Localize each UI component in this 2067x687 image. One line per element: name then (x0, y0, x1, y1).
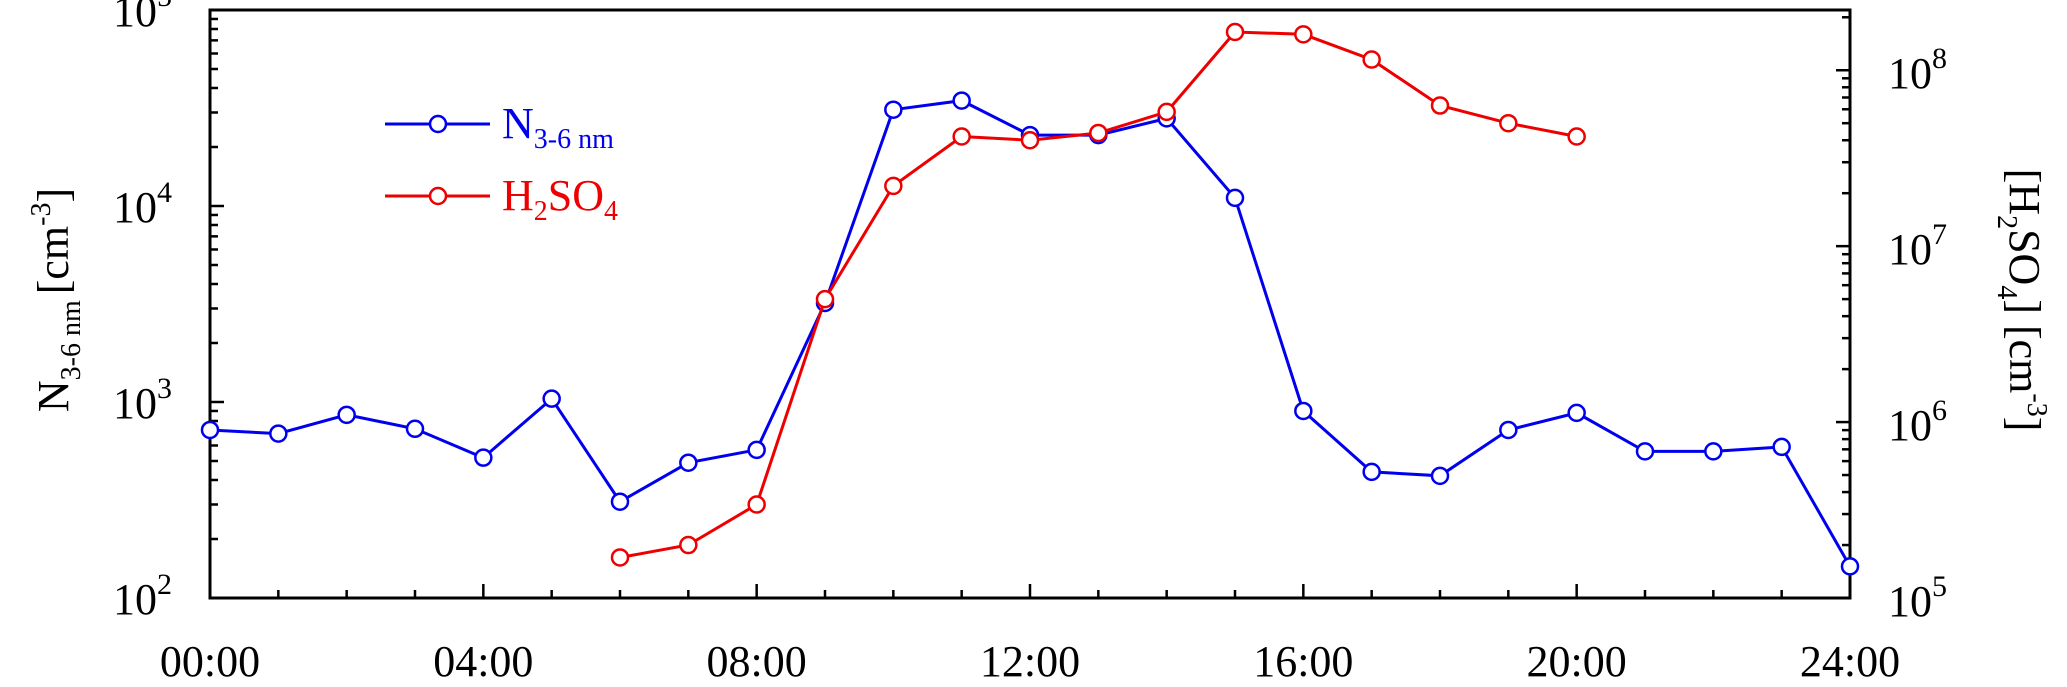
left-y-tick-label: 104 (113, 176, 172, 232)
data-point-h2so4 (884, 176, 903, 196)
right-y-label-mid: SO (2000, 229, 2049, 285)
data-point-n3-6nm (1225, 188, 1245, 208)
legend-label-h2so4: H2SO4 (502, 171, 618, 227)
data-point-h2so4 (610, 548, 630, 567)
data-point-n3-6nm (1362, 462, 1381, 482)
right-y-tick-label: 105 (1888, 570, 1947, 626)
left-y-label-sub: 3-6 nm (56, 300, 87, 380)
data-point-h2so4 (679, 535, 698, 555)
right-y-tick-label: 108 (1888, 42, 1947, 98)
right-y-label-close: ] (2000, 417, 2049, 432)
x-axis-ticks (208, 584, 1852, 598)
left-y-label-close: ] (29, 188, 78, 203)
data-point-h2so4 (1430, 96, 1450, 115)
x-tick-label: 00:00 (160, 637, 260, 686)
series-layer (200, 22, 1860, 576)
data-point-n3-6nm (952, 91, 971, 110)
legend-label-n: N3-6 nm (502, 99, 614, 155)
data-point-n3-6nm (1499, 420, 1518, 440)
data-point-h2so4 (747, 495, 766, 514)
data-point-n3-6nm (474, 448, 493, 467)
x-axis-labels: 00:00 04:00 08:00 12:00 16:00 20:00 24:00 (160, 637, 1900, 686)
x-tick-label: 12:00 (980, 637, 1080, 686)
data-point-n3-6nm (337, 405, 356, 425)
data-point-n3-6nm (1430, 466, 1450, 486)
data-point-n3-6nm (200, 420, 220, 440)
data-point-n3-6nm (1294, 401, 1313, 421)
x-tick-label: 08:00 (707, 637, 807, 686)
data-point-h2so4 (1362, 50, 1381, 69)
right-y-label-unit: ] [cm (2000, 299, 2049, 393)
data-point-n3-6nm (542, 389, 561, 408)
data-point-h2so4 (1089, 123, 1108, 143)
data-point-h2so4 (1225, 22, 1245, 42)
x-tick-label: 24:00 (1800, 637, 1900, 686)
data-point-h2so4 (1020, 130, 1040, 150)
data-point-h2so4 (1499, 113, 1518, 133)
data-point-h2so4 (952, 127, 971, 146)
left-y-label-unit: [cm (29, 226, 78, 294)
data-point-n3-6nm (1635, 442, 1655, 461)
right-y-tick-label: 107 (1888, 218, 1947, 274)
right-y-axis-label: [H2SO4] [cm-3] (1991, 169, 2052, 432)
left-y-label-main: N (29, 380, 78, 412)
data-point-n3-6nm (884, 100, 903, 119)
data-point-n3-6nm (610, 492, 630, 511)
left-y-label-unit-sup: -3 (26, 203, 57, 226)
right-y-tick-label: 106 (1888, 394, 1947, 450)
legend: N3-6 nm H2SO4 (385, 99, 618, 227)
left-y-axis-label: N3-6 nm [cm-3] (26, 188, 87, 412)
right-y-label-sub1: 2 (1991, 215, 2022, 229)
data-point-n3-6nm (405, 419, 425, 439)
data-point-h2so4 (1157, 102, 1176, 122)
data-point-n3-6nm (1704, 442, 1723, 461)
legend-marker-h2so4 (428, 186, 448, 206)
data-point-n3-6nm (1840, 557, 1860, 576)
plot-frame (208, 8, 1852, 600)
data-point-h2so4 (1567, 127, 1586, 146)
left-y-tick-label: 103 (113, 372, 172, 428)
legend-marker-n (428, 114, 448, 134)
x-tick-label: 04:00 (433, 637, 533, 686)
right-y-label-unit-sup: -3 (2021, 393, 2052, 416)
data-point-n3-6nm (679, 453, 698, 472)
data-point-h2so4 (1294, 25, 1313, 44)
x-tick-label: 20:00 (1527, 637, 1627, 686)
x-tick-label: 16:00 (1253, 637, 1353, 686)
right-y-axis-ticks: 105 106 107 108 (1836, 16, 1947, 626)
data-point-h2so4 (815, 289, 835, 309)
data-point-n3-6nm (747, 440, 766, 460)
left-y-axis-ticks: 102 103 104 105 (113, 0, 224, 624)
left-y-tick-label: 102 (113, 568, 172, 624)
data-point-n3-6nm (1567, 403, 1586, 423)
series-line-n3-6nm (209, 99, 1852, 568)
right-y-label-open: [H (2000, 169, 2049, 215)
right-y-label-sub2: 4 (1991, 285, 2022, 299)
left-y-tick-label: 105 (113, 0, 172, 36)
data-point-n3-6nm (1772, 437, 1791, 457)
data-point-n3-6nm (269, 424, 288, 443)
